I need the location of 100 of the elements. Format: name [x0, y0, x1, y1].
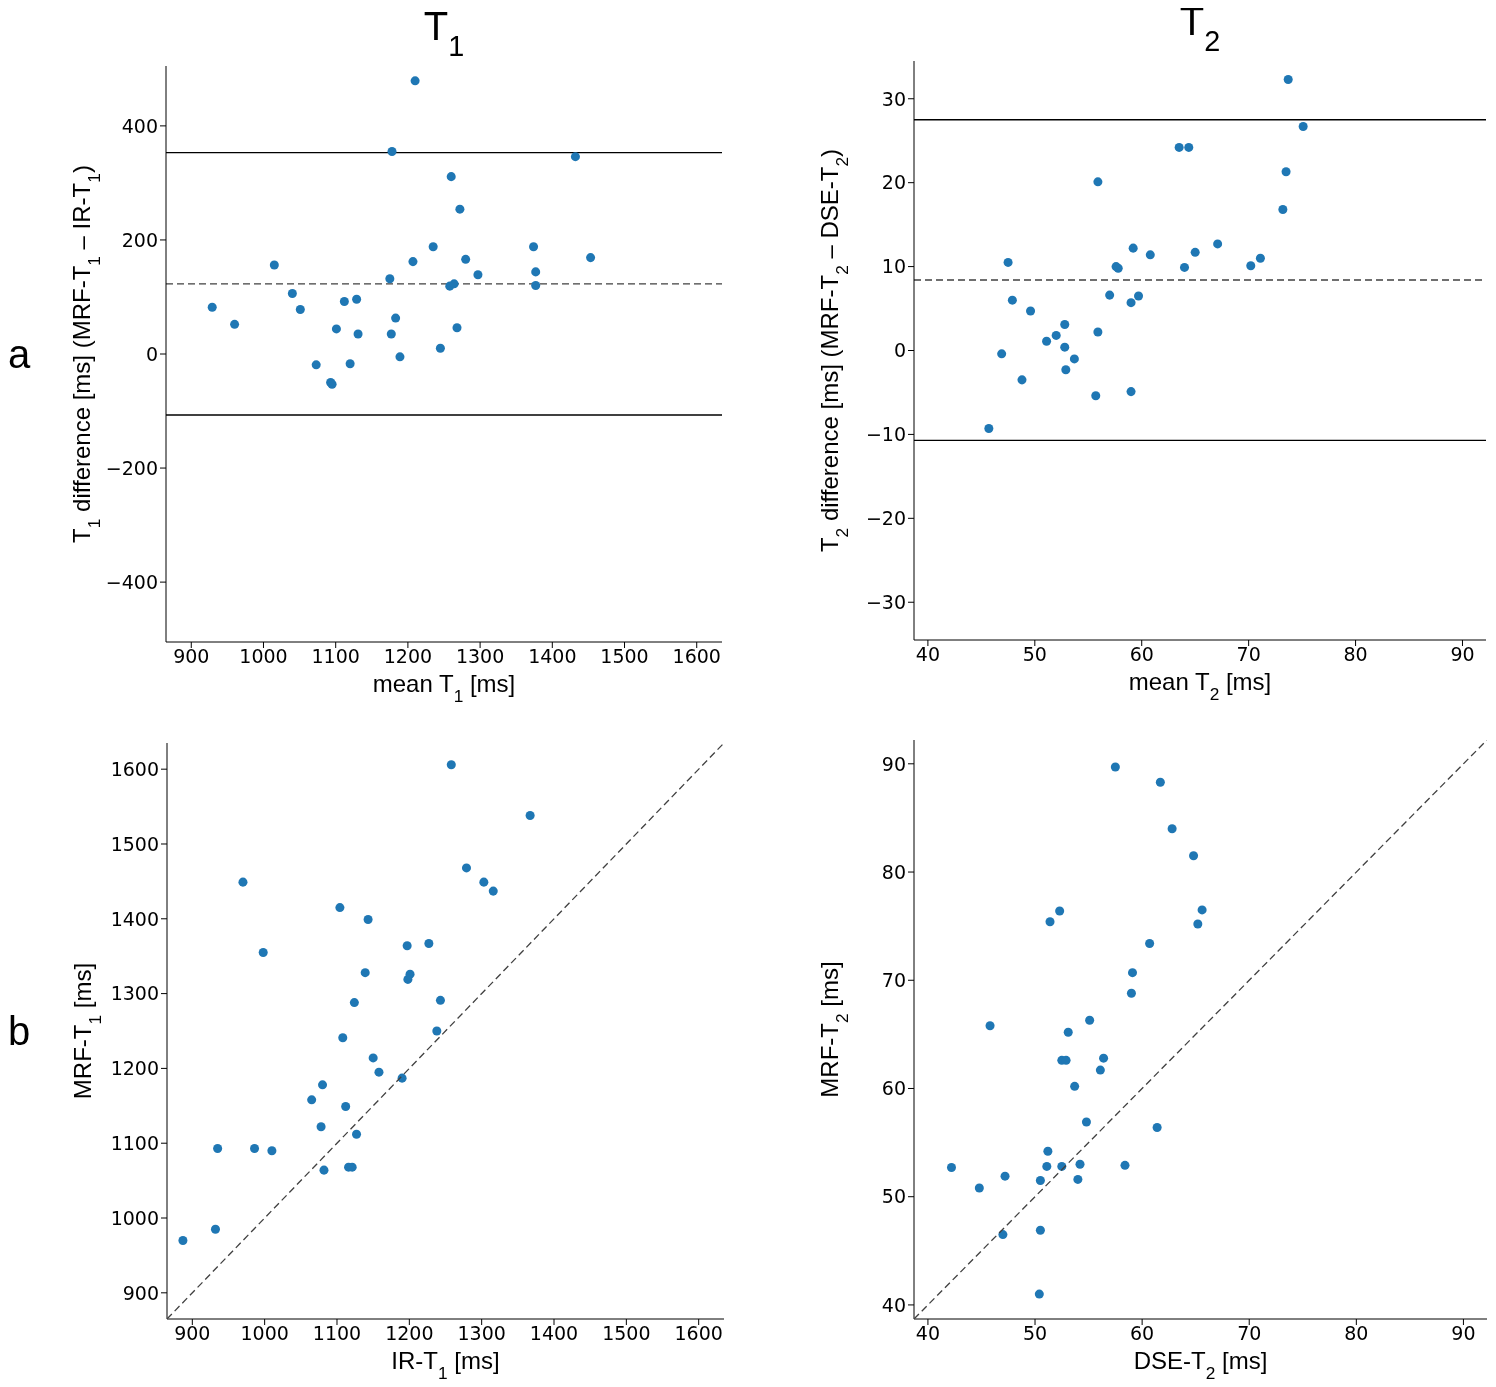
- point: [531, 281, 541, 291]
- point: [1003, 257, 1013, 267]
- point: [1035, 1175, 1045, 1185]
- y-tick-label: 40: [881, 1293, 906, 1316]
- point: [410, 76, 420, 86]
- point: [1099, 1053, 1109, 1063]
- x-tick-label: 70: [1237, 1322, 1262, 1345]
- point: [984, 424, 994, 434]
- x-tick-label: 60: [1129, 643, 1154, 666]
- text: b: [8, 1009, 31, 1053]
- point: [1061, 365, 1071, 375]
- point: [1017, 375, 1027, 385]
- x-axis-title: IR-T$_{1}$ [ms]: [391, 1347, 500, 1383]
- point: [331, 324, 341, 334]
- point: [1127, 968, 1137, 978]
- point: [531, 267, 541, 277]
- y-tick-label: −200: [105, 456, 158, 479]
- point: [368, 1053, 378, 1063]
- x-tick-label: 1200: [383, 645, 433, 668]
- point: [461, 863, 471, 873]
- point: [428, 242, 438, 252]
- point: [473, 270, 483, 280]
- point: [1152, 1122, 1162, 1132]
- x-tick-label: 40: [915, 643, 940, 666]
- point: [1007, 295, 1017, 305]
- point: [207, 302, 217, 312]
- point: [1093, 327, 1103, 337]
- x-tick-label: 1100: [312, 1322, 362, 1345]
- x-tick-label: 90: [1450, 643, 1475, 666]
- point: [1095, 1065, 1105, 1075]
- point: [1126, 298, 1136, 308]
- point: [341, 1102, 351, 1112]
- point: [1070, 1081, 1080, 1091]
- point: [1073, 1174, 1083, 1184]
- point: [974, 1183, 984, 1193]
- point: [997, 349, 1007, 359]
- x-tick-label: 40: [915, 1322, 941, 1345]
- point: [1093, 177, 1103, 187]
- point: [210, 1224, 220, 1234]
- point: [1055, 906, 1065, 916]
- point: [1075, 1159, 1085, 1169]
- point: [345, 359, 355, 369]
- point: [178, 1235, 188, 1245]
- point: [1045, 917, 1055, 927]
- x-tick-label: 90: [1451, 1322, 1476, 1345]
- point: [529, 242, 539, 252]
- point: [238, 877, 248, 887]
- point: [1126, 387, 1136, 397]
- point: [1145, 250, 1155, 260]
- point: [1283, 74, 1293, 84]
- point: [307, 1095, 317, 1105]
- y-tick-label: 0: [145, 342, 158, 365]
- point: [352, 294, 362, 304]
- point: [1193, 919, 1203, 929]
- point: [258, 947, 268, 957]
- point: [1069, 354, 1079, 364]
- y-tick-label: 30: [881, 87, 906, 110]
- point: [287, 289, 297, 299]
- y-tick-label: 900: [122, 1281, 159, 1304]
- chart-title: T$_{1}$: [423, 4, 465, 62]
- point: [1167, 824, 1177, 834]
- y-tick-label: 50: [881, 1185, 906, 1208]
- point: [335, 903, 345, 913]
- point: [985, 1021, 995, 1031]
- point: [1110, 762, 1120, 772]
- point: [435, 343, 445, 353]
- point: [230, 319, 240, 329]
- point: [1213, 239, 1223, 249]
- y-tick-label: 80: [881, 860, 906, 883]
- x-tick-label: 1500: [600, 645, 649, 668]
- y-tick-label: 1600: [110, 757, 159, 780]
- point: [1126, 988, 1136, 998]
- point: [1063, 1027, 1073, 1037]
- y-tick-label: 20: [881, 171, 906, 194]
- point: [385, 274, 395, 284]
- y-tick-label: 70: [881, 969, 906, 991]
- point: [1043, 1146, 1053, 1156]
- point: [452, 323, 462, 333]
- x-tick-label: 1600: [674, 1322, 723, 1345]
- point: [1255, 253, 1265, 263]
- text: a: [8, 332, 31, 376]
- x-tick-label: 80: [1344, 1322, 1369, 1345]
- point: [446, 760, 456, 770]
- x-tick-label: 1200: [385, 1322, 434, 1345]
- point: [1060, 319, 1070, 329]
- point: [1051, 330, 1061, 340]
- point: [250, 1143, 260, 1153]
- point: [455, 204, 465, 214]
- point: [1035, 1225, 1045, 1235]
- y-tick-label: 90: [881, 752, 906, 775]
- point: [449, 279, 459, 289]
- point: [1278, 205, 1288, 215]
- y-tick-label: −400: [105, 570, 158, 593]
- point: [352, 1129, 362, 1139]
- point: [1189, 851, 1199, 861]
- point: [479, 877, 489, 887]
- x-tick-label: 1500: [602, 1322, 651, 1345]
- x-tick-label: 900: [173, 645, 210, 668]
- x-axis-title: mean T$_{2}$ [ms]: [1128, 668, 1272, 704]
- y-tick-label: 1200: [110, 1057, 159, 1080]
